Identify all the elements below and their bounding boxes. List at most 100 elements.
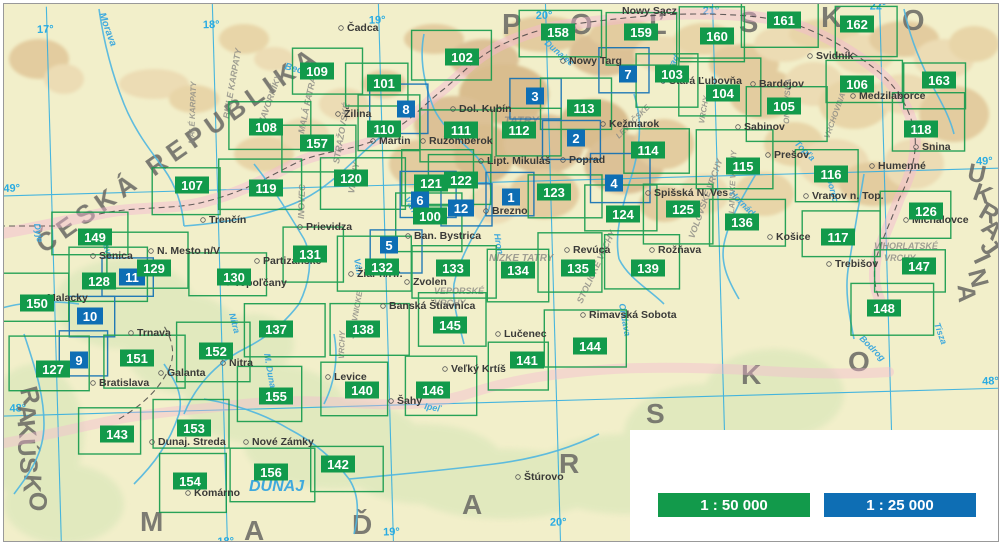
svg-text:157: 157 xyxy=(306,136,328,151)
svg-text:Galanta: Galanta xyxy=(167,367,206,379)
svg-text:Lipt. Mikuláš: Lipt. Mikuláš xyxy=(487,155,551,167)
svg-text:102: 102 xyxy=(451,50,473,65)
svg-text:12: 12 xyxy=(454,201,468,216)
svg-text:111: 111 xyxy=(451,123,471,138)
svg-text:109: 109 xyxy=(306,64,328,79)
svg-text:139: 139 xyxy=(637,261,659,276)
svg-text:142: 142 xyxy=(327,457,349,472)
svg-text:11: 11 xyxy=(125,270,139,285)
svg-text:7: 7 xyxy=(624,67,631,82)
svg-text:125: 125 xyxy=(672,202,694,217)
svg-text:138: 138 xyxy=(352,322,374,337)
svg-text:124: 124 xyxy=(612,207,634,222)
svg-text:Veľký Krtíš: Veľký Krtíš xyxy=(451,363,506,375)
svg-text:49°: 49° xyxy=(4,182,20,194)
svg-text:Prešov: Prešov xyxy=(774,149,809,161)
svg-text:129: 129 xyxy=(143,261,165,276)
svg-text:120: 120 xyxy=(340,171,362,186)
svg-text:Levice: Levice xyxy=(334,371,367,383)
svg-text:6: 6 xyxy=(416,193,423,208)
svg-text:Nowy Sącz: Nowy Sącz xyxy=(622,5,677,17)
svg-text:113: 113 xyxy=(574,101,595,116)
svg-text:146: 146 xyxy=(422,383,444,398)
svg-text:Zvolen: Zvolen xyxy=(413,276,447,288)
svg-text:104: 104 xyxy=(712,86,734,101)
svg-text:131: 131 xyxy=(299,247,321,262)
svg-text:119: 119 xyxy=(256,181,277,196)
svg-text:3: 3 xyxy=(531,89,538,104)
svg-text:130: 130 xyxy=(223,270,245,285)
svg-text:127: 127 xyxy=(42,362,64,377)
svg-text:17°: 17° xyxy=(37,23,54,35)
svg-text:Brezno: Brezno xyxy=(492,205,528,217)
svg-text:O: O xyxy=(23,490,53,512)
svg-text:Dol. Kubín: Dol. Kubín xyxy=(459,103,512,115)
svg-text:103: 103 xyxy=(661,67,683,82)
svg-text:9: 9 xyxy=(75,353,82,368)
svg-text:140: 140 xyxy=(351,383,373,398)
svg-text:136: 136 xyxy=(731,215,753,230)
svg-text:110: 110 xyxy=(374,122,395,137)
svg-text:108: 108 xyxy=(255,120,277,135)
svg-text:158: 158 xyxy=(547,25,569,40)
svg-text:107: 107 xyxy=(181,178,203,193)
svg-text:Revúca: Revúca xyxy=(573,244,611,256)
svg-text:Bardejov: Bardejov xyxy=(759,78,804,90)
svg-text:122: 122 xyxy=(450,173,472,188)
svg-text:Sabinov: Sabinov xyxy=(744,121,785,133)
svg-text:105: 105 xyxy=(773,99,795,114)
svg-text:Snina: Snina xyxy=(922,141,951,153)
svg-text:112: 112 xyxy=(509,123,530,138)
svg-text:20°: 20° xyxy=(550,516,567,528)
svg-text:156: 156 xyxy=(260,465,282,480)
svg-text:153: 153 xyxy=(183,421,205,436)
svg-text:18°: 18° xyxy=(217,536,234,541)
svg-text:Kežmarok: Kežmarok xyxy=(609,118,659,130)
svg-text:Humenné: Humenné xyxy=(878,160,926,172)
svg-text:149: 149 xyxy=(84,230,106,245)
svg-text:Rimavská Sobota: Rimavská Sobota xyxy=(589,309,677,321)
svg-text:A: A xyxy=(462,489,482,520)
svg-text:118: 118 xyxy=(911,122,932,137)
svg-text:48°: 48° xyxy=(982,375,998,387)
svg-text:Nové Zámky: Nové Zámky xyxy=(252,436,314,448)
svg-text:160: 160 xyxy=(706,29,728,44)
svg-text:152: 152 xyxy=(205,344,227,359)
svg-text:Bratislava: Bratislava xyxy=(99,377,149,389)
svg-text:Lučenec: Lučenec xyxy=(504,328,547,340)
svg-text:114: 114 xyxy=(638,143,660,158)
svg-text:8: 8 xyxy=(402,102,409,117)
svg-text:S: S xyxy=(646,398,665,429)
svg-text:K: K xyxy=(821,4,842,34)
svg-text:N. Mesto n/V: N. Mesto n/V xyxy=(157,245,220,257)
svg-text:Senica: Senica xyxy=(99,250,133,262)
svg-text:1: 1 xyxy=(507,190,514,205)
svg-text:Košice: Košice xyxy=(776,231,811,243)
svg-text:155: 155 xyxy=(265,389,287,404)
svg-text:Rožňava: Rožňava xyxy=(658,244,701,256)
svg-text:Ď: Ď xyxy=(352,509,372,540)
svg-text:145: 145 xyxy=(439,318,461,333)
svg-text:Trebišov: Trebišov xyxy=(835,258,878,270)
svg-text:159: 159 xyxy=(630,25,652,40)
svg-text:Dunaj. Streda: Dunaj. Streda xyxy=(158,436,226,448)
svg-text:A: A xyxy=(952,283,981,303)
svg-text:10: 10 xyxy=(83,309,97,324)
svg-text:121: 121 xyxy=(420,176,442,191)
svg-text:2: 2 xyxy=(572,131,579,146)
svg-text:Trenčín: Trenčín xyxy=(209,214,246,226)
svg-text:Vranov n. Top.: Vranov n. Top. xyxy=(812,190,884,202)
svg-text:Žilina: Žilina xyxy=(344,107,372,120)
svg-text:144: 144 xyxy=(579,339,601,354)
svg-text:Prievidza: Prievidza xyxy=(306,221,352,233)
svg-text:20°: 20° xyxy=(536,10,553,22)
svg-text:150: 150 xyxy=(26,296,48,311)
svg-text:Spišská N. Ves: Spišská N. Ves xyxy=(654,187,728,199)
svg-text:101: 101 xyxy=(373,76,395,91)
svg-text:133: 133 xyxy=(442,261,464,276)
svg-text:22°: 22° xyxy=(870,4,887,13)
svg-text:162: 162 xyxy=(846,17,868,32)
svg-text:Štúrovo: Štúrovo xyxy=(524,470,564,483)
svg-text:106: 106 xyxy=(846,77,868,92)
svg-text:115: 115 xyxy=(733,159,754,174)
